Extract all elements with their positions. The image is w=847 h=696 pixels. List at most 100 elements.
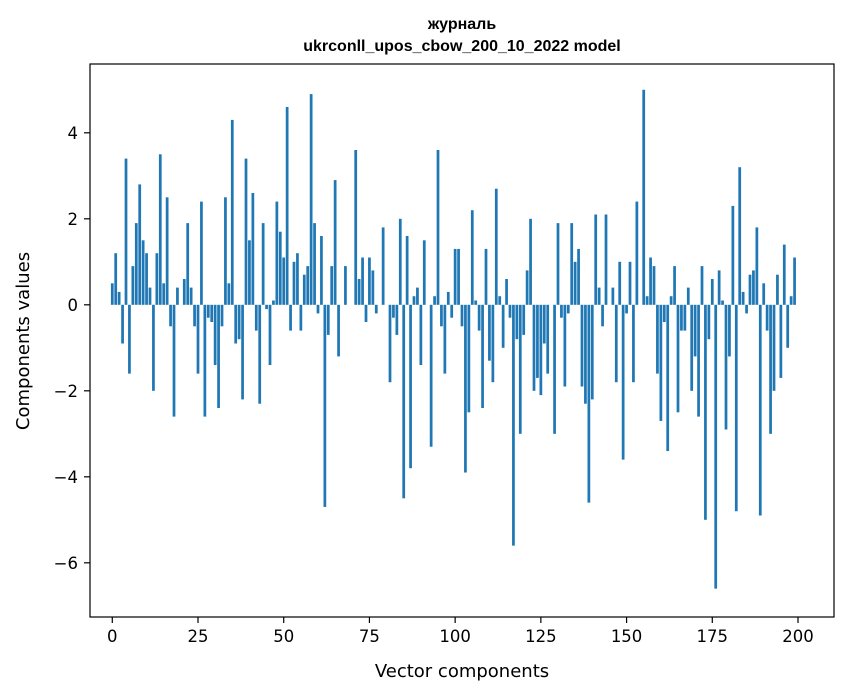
bar [292,261,296,305]
bar [457,248,460,305]
x-axis-label: Vector components [375,661,549,682]
bar [405,236,409,305]
bar [542,304,546,344]
bar [416,287,419,305]
x-tick-label: 25 [188,627,209,646]
bar [364,304,368,323]
bar [189,287,193,305]
bar [196,304,200,374]
bar [138,184,142,305]
bar [752,270,755,305]
bar [248,240,251,305]
bar [488,304,491,361]
bar [412,296,416,305]
bar [700,266,704,305]
bar [597,287,601,305]
bar [467,304,471,413]
bar [299,304,303,331]
bar [371,270,375,305]
bar [731,205,735,305]
bar [680,304,683,331]
bar [728,304,731,357]
bar [398,218,402,305]
bar [316,304,320,314]
bar [539,304,543,396]
bar [282,257,286,305]
bar [152,304,155,391]
bar [244,158,248,305]
bar [621,304,625,460]
bar [782,244,786,305]
bar [662,304,666,323]
bar [494,188,498,305]
x-tick-label: 0 [107,627,118,646]
bar [649,257,652,305]
bar [169,304,172,327]
bar [789,296,793,305]
bar [227,283,231,305]
bar [200,201,203,305]
bar [724,304,728,430]
x-tick-label: 200 [782,627,814,646]
bar [786,304,790,348]
bar [326,304,330,335]
bar [765,304,769,331]
bar [203,304,207,417]
bar [611,287,615,305]
bar [176,287,179,305]
bar [491,304,495,383]
bar [470,210,474,305]
bar [429,304,433,447]
bar [690,304,694,391]
bar [529,218,532,305]
bar [254,304,258,331]
x-axis-ticks: 0 25 50 75 100 125 150 175 200 [107,617,814,646]
bar [186,223,190,305]
bar [614,304,618,383]
bar [776,274,779,305]
y-axis-label: Components values [13,252,34,430]
x-tick-label: 175 [697,627,729,646]
bar [261,223,265,305]
bar [464,304,467,473]
bar [584,304,587,404]
bar [450,304,454,318]
y-tick-label: 0 [68,296,79,315]
bar [330,266,334,305]
x-tick-label: 100 [439,627,471,646]
bar [165,197,169,305]
bar [498,296,502,305]
bar [676,304,680,413]
bar [460,304,464,327]
bar [433,296,436,305]
bar [309,94,313,305]
plot-frame [89,63,835,618]
bar [704,304,707,520]
bar [443,304,447,374]
bar [748,274,752,305]
bar [710,279,714,305]
bar [508,304,512,318]
bar [361,257,364,305]
bar [745,304,748,314]
bar [392,304,395,318]
bar [484,248,488,305]
bar [635,201,639,305]
bar [659,304,663,421]
bar [395,304,399,335]
bar [224,197,227,305]
bar [577,248,580,305]
bar [158,154,162,305]
bar [278,231,282,305]
bar [234,304,238,344]
bar [601,304,604,327]
bar [656,304,659,374]
bar [275,201,279,305]
bar [357,279,361,305]
bar [306,266,310,305]
bar [409,304,412,469]
bar [162,283,166,305]
y-tick-label: −2 [54,382,78,401]
bar [172,304,176,417]
bar [652,266,656,305]
